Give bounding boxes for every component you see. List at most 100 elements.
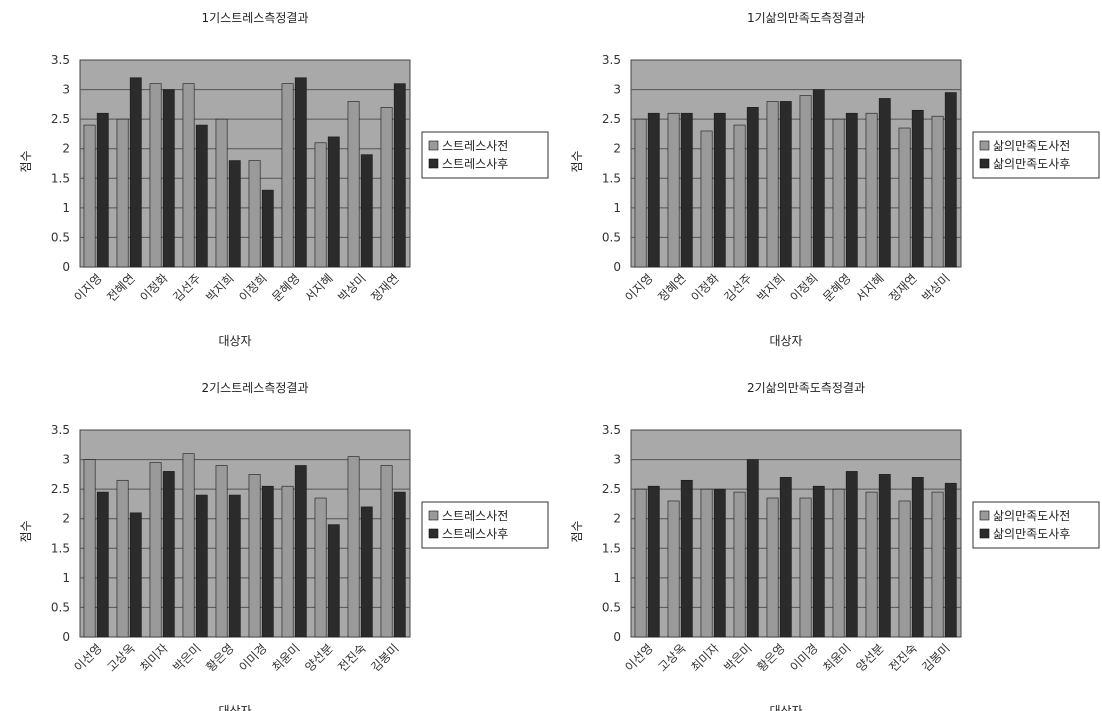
legend-label: 삶의만족도사전: [993, 509, 1070, 523]
y-tick-label: 0.5: [51, 600, 70, 614]
bar-after: [393, 83, 406, 268]
x-category-label: 전진숙: [335, 641, 368, 674]
bar-before: [149, 83, 162, 268]
x-category-label: 이정화: [137, 271, 170, 304]
x-axis-label: 대상자: [769, 704, 802, 711]
bar-after: [228, 494, 241, 638]
x-category-label: 서지혜: [853, 271, 886, 304]
bar-after: [294, 77, 307, 268]
x-category-label: 이정희: [236, 271, 269, 304]
bar-after: [680, 479, 693, 638]
bar-before: [215, 118, 228, 268]
bar-after: [845, 112, 858, 268]
plot-area: [630, 429, 962, 638]
bar-after: [261, 189, 274, 268]
legend-label: 스트레스사후: [442, 527, 508, 541]
bar-before: [248, 474, 261, 638]
bar-before: [116, 479, 129, 638]
bar-after: [195, 124, 208, 268]
chart-satisfaction-cohort1: 1기삶의만족도측정결과 0 0.5 1 1.5 2 2.5 3 3.5 점수 이지영 정혜연 이정화 김선…: [551, 0, 1102, 348]
bar-before: [347, 456, 360, 638]
bar-before: [83, 459, 96, 638]
chart-title: 2기스트레스측정결과: [202, 381, 309, 395]
x-category-label: 이선영: [71, 641, 104, 674]
bar-after: [713, 488, 726, 638]
bar-before: [898, 127, 911, 268]
plot-area: [79, 429, 411, 638]
chart-title: 2기삶의만족도측정결과: [747, 381, 865, 395]
bar-before: [182, 83, 195, 268]
y-tick-label: 3: [613, 453, 621, 467]
x-category-label: 이미경: [236, 641, 269, 674]
bar-before: [766, 101, 779, 268]
x-category-label: 김선주: [170, 271, 203, 304]
y-tick-label: 1.5: [51, 541, 70, 555]
y-tick-label: 3: [62, 453, 70, 467]
legend-swatch: [428, 528, 439, 539]
chart-stress-cohort1: 1기스트레스측정결과 0 0.5 1 1.5 2 2.5 3 3.5 점수 이지영 전혜연 이정화 김선주…: [0, 0, 551, 348]
chart-satisfaction-cohort2: 2기삶의만족도측정결과 0 0.5 1 1.5 2 2.5 3 3.5 점수 이선영 고상옥 최미자 박은…: [551, 370, 1102, 711]
legend-swatch: [979, 140, 990, 151]
bar-after: [812, 89, 825, 268]
x-category-label: 박상미: [335, 271, 368, 304]
bar-after: [327, 524, 340, 638]
x-category-label: 김선주: [721, 271, 754, 304]
y-tick-label: 0.5: [51, 230, 70, 244]
bar-before: [314, 142, 327, 268]
bar-before: [832, 488, 845, 638]
x-category-label: 양선분: [853, 641, 886, 674]
y-axis-label: 점수: [570, 150, 584, 172]
y-tick-label: 2: [613, 512, 621, 526]
x-axis-label: 대상자: [769, 334, 802, 348]
bar-before: [766, 497, 779, 638]
bar-before: [83, 124, 96, 268]
bar-before: [116, 118, 129, 268]
y-tick-label: 1.5: [51, 171, 70, 185]
x-category-label: 박은미: [170, 641, 203, 674]
x-category-label: 박은미: [721, 641, 754, 674]
x-category-label: 정재연: [886, 271, 919, 304]
bar-after: [129, 512, 142, 638]
bar-after: [129, 77, 142, 268]
y-tick-label: 1.5: [602, 541, 621, 555]
y-tick-label: 2: [613, 142, 621, 156]
bar-before: [733, 124, 746, 268]
bar-before: [700, 488, 713, 638]
legend-label: 삶의만족도사전: [993, 139, 1070, 153]
bar-before: [832, 118, 845, 268]
x-category-label: 양선분: [302, 641, 335, 674]
x-category-label: 이정희: [787, 271, 820, 304]
x-category-label: 정혜연: [655, 271, 688, 304]
bar-before: [733, 491, 746, 638]
bar-before: [667, 500, 680, 638]
legend-label: 스트레스사후: [442, 157, 508, 171]
bar-after: [746, 459, 759, 638]
x-category-label: 정재연: [368, 271, 401, 304]
bar-before: [281, 485, 294, 638]
y-tick-label: 3.5: [602, 423, 621, 437]
x-category-label: 황은영: [754, 641, 787, 674]
x-category-label: 문혜영: [269, 271, 302, 304]
bar-after: [779, 477, 792, 638]
plot-area: [630, 59, 962, 268]
y-tick-label: 2: [62, 512, 70, 526]
y-axis-label: 점수: [19, 520, 33, 542]
x-category-label: 전혜연: [104, 271, 137, 304]
x-category-label: 서지혜: [302, 271, 335, 304]
legend-swatch: [428, 140, 439, 151]
y-tick-label: 0.5: [602, 600, 621, 614]
x-category-label: 이지영: [622, 271, 655, 304]
y-tick-label: 1: [62, 571, 70, 585]
plot-area: [79, 59, 411, 268]
chart-stress-cohort2: 2기스트레스측정결과 0 0.5 1 1.5 2 2.5 3 3.5 점수 이선영 고상옥 최미자 박은미…: [0, 370, 551, 711]
bar-after: [96, 112, 109, 268]
bar-before: [314, 497, 327, 638]
bar-before: [281, 83, 294, 268]
x-category-label: 이선영: [622, 641, 655, 674]
bar-after: [911, 477, 924, 638]
